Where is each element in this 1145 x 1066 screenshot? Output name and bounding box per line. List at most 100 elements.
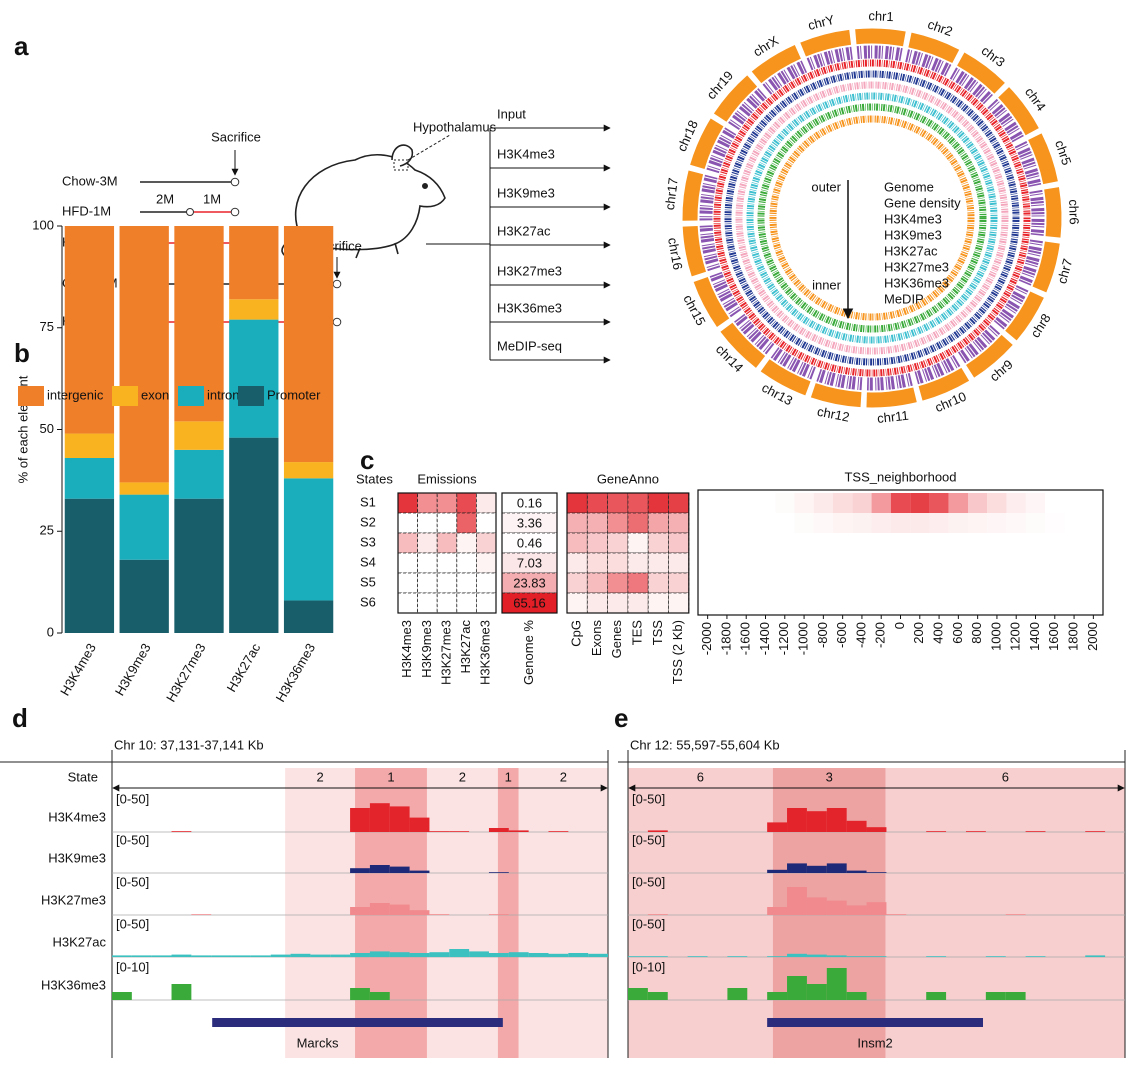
signal-bin [151,955,172,957]
heatmap-cell [736,493,756,513]
signal-bin [548,953,569,957]
gene-density-band [699,225,721,272]
x-tick-label: -2000 [699,622,714,655]
signal-bin [350,868,370,873]
signal-ring [713,59,1031,377]
heatmap-cell [1064,513,1084,533]
gene-density-band [762,60,808,95]
state-label: 6 [697,769,704,784]
region-label: Chr 10: 37,131-37,141 Kb [114,737,264,752]
signal-bin [866,872,887,873]
chromosome-label: chr5 [1052,138,1074,167]
heatmap-cell [698,553,718,573]
x-tick-label: -1800 [718,622,733,655]
chromosome-label: chr17 [662,177,681,211]
cell-value: 0.16 [517,495,542,510]
signal-bin [449,949,470,957]
heatmap-cell [586,512,608,534]
heatmap-cell [668,512,690,534]
heatmap-cell [417,532,438,554]
assay-label: H3K4me3 [497,146,555,161]
signal-bin [469,951,489,957]
state-label: 3 [826,769,833,784]
mouse-illustration [281,134,451,259]
heatmap-cell [968,553,988,573]
heatmap-cell [987,593,1007,613]
x-tick-label: 600 [950,622,965,644]
heatmap-cell [1064,533,1084,553]
gene-density-band [806,46,853,71]
signal-bin [787,863,807,873]
heatmap-cell [647,492,669,514]
signal-ring [769,115,975,321]
heatmap-cell [566,532,588,554]
signal-bin [787,953,807,957]
signal-bin [767,869,788,873]
signal-bin [826,808,847,832]
heatmap-title: GeneAnno [597,471,659,486]
genome-ideogram [1032,241,1060,293]
heatmap-cell [717,553,737,573]
x-tick-label: 2000 [1085,622,1100,651]
signal-bin [647,830,668,832]
signal-bin [191,955,212,957]
x-tick-label: 200 [911,622,926,644]
column-label: H3K27me3 [438,620,453,685]
heatmap-cell [755,553,776,573]
heatmap-cell [833,533,853,553]
x-tick-label: 1200 [1008,622,1023,651]
column-label: H3K36me3 [478,620,493,685]
heatmap-cell [456,592,477,614]
column-label: TSS [650,620,665,646]
chromosome-label: chr2 [926,16,955,39]
signal-bin [409,870,430,873]
signal-bin [826,968,847,1000]
signal-bin [171,954,192,957]
signal-bin [369,903,390,915]
heatmap-cell [1006,533,1026,553]
heatmap-title: TSS_neighborhood [844,469,956,484]
gene-density-band [706,127,737,174]
signal-bin [806,984,827,1000]
heatmap-cell [436,552,458,574]
heatmap-cell [794,533,814,553]
heatmap-cell [736,573,756,593]
signal-bin [350,907,370,915]
signal-bin [171,831,192,832]
heatmap-cell [668,572,690,594]
heatmap-cell [475,512,497,534]
cell-value: 65.16 [513,595,546,610]
track-range: [0-50] [632,916,665,931]
gene-density-band [993,285,1029,330]
heatmap-cell [647,552,669,574]
heatmap-cell [852,493,872,513]
signal-bin [866,902,887,915]
heatmap-cell [607,492,629,514]
heatmap-cell [948,513,968,533]
column-label: CpG [569,620,584,647]
heatmap-cell [987,573,1007,593]
heatmap-cell [1045,533,1065,553]
genome-ideogram [866,387,917,408]
y-tick-label: 75 [40,319,54,334]
signal-bin [409,953,430,957]
row-label: S2 [360,514,376,529]
genome-ideogram [998,87,1039,136]
cell-value: 3.36 [517,515,542,530]
heatmap-cell [647,532,669,554]
state-label: 6 [1002,769,1009,784]
bar-segment [64,226,115,434]
gene-density-band [1029,189,1045,236]
heatmap-cell [417,552,438,574]
signal-bin [866,827,887,832]
heatmap-cell [794,553,814,573]
y-tick-label: 50 [40,421,54,436]
heatmap-cell [698,493,718,513]
signal-bin [429,914,450,915]
bar-segment [119,494,169,560]
heatmap-cell [607,592,629,614]
heatmap-cell [475,572,497,594]
heatmap-cell [833,493,853,513]
heatmap-cell [566,572,588,594]
heatmap-cell [910,573,930,593]
